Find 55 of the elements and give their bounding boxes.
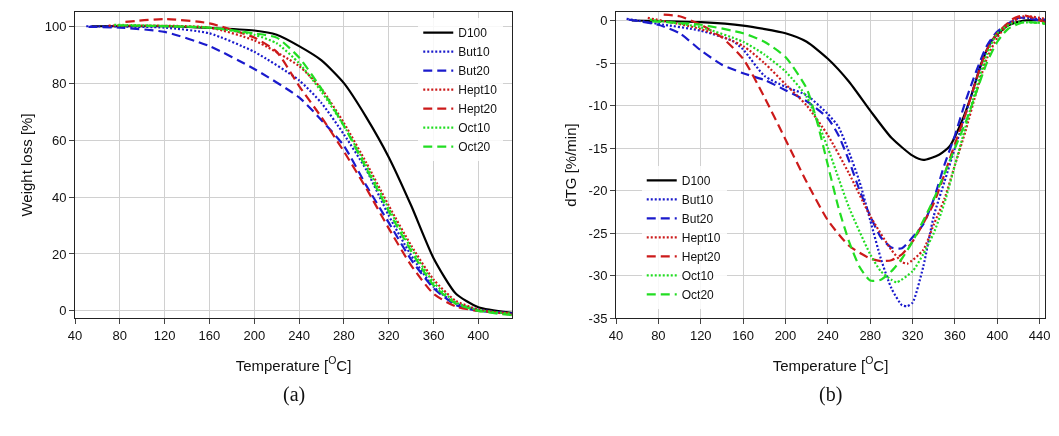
y-tick-label: 40 (51, 189, 67, 205)
y-tick-label: -35 (588, 310, 608, 326)
x-axis-title: Temperature [$^{O}$C] (772, 354, 889, 374)
x-tick-label: 200 (243, 327, 266, 343)
x-tick-label: 280 (333, 327, 355, 343)
text: (a) (283, 383, 306, 406)
x-tick-label: 360 (944, 327, 966, 343)
text: (b) (819, 383, 843, 406)
y-axis-title: dTG [%/min] (561, 123, 579, 207)
x-tick-label: 320 (901, 327, 924, 343)
y-tick-label: 0 (600, 13, 608, 29)
x-tick-label: 200 (774, 327, 797, 343)
x-tick-label: 80 (112, 327, 128, 343)
legend-label: But20 (458, 64, 490, 79)
x-tick-label: 80 (651, 327, 666, 343)
x-tick-label: 120 (689, 327, 712, 343)
y-tick-label: -5 (595, 55, 608, 71)
y-tick-label: -25 (588, 225, 608, 241)
legend-label: Hept20 (681, 250, 721, 264)
y-tick-label: 20 (51, 246, 67, 262)
y-tick-label: -10 (588, 98, 608, 114)
y-axis-title: Weight loss [%] (17, 113, 35, 217)
y-tick-label: 60 (51, 132, 67, 148)
legend-label: But10 (458, 45, 490, 60)
legend-label: Hept10 (458, 83, 498, 98)
x-tick-label: 320 (377, 327, 400, 343)
x-tick-label: 400 (986, 327, 1009, 343)
x-tick-label: 360 (422, 327, 445, 343)
y-tick-label: 0 (59, 303, 67, 319)
legend-label: Oct20 (681, 288, 715, 302)
y-tick-label: -20 (588, 183, 608, 199)
legend-label: Hept10 (681, 231, 721, 245)
x-tick-label: 240 (817, 327, 839, 343)
legend-label: But20 (681, 212, 714, 226)
x-tick-label: 240 (288, 327, 310, 343)
legend-label: Oct10 (681, 269, 715, 283)
legend-label: But10 (681, 193, 714, 207)
x-tick-label: 400 (467, 327, 490, 343)
x-tick-label: 160 (198, 327, 221, 343)
x-tick-label: 40 (608, 327, 624, 343)
x-tick-label: 280 (859, 327, 882, 343)
legend-label: Oct10 (458, 121, 491, 136)
x-tick-label: 40 (67, 327, 83, 343)
x-axis-title: Temperature [$^{O}$C] (235, 354, 352, 374)
y-tick-label: 80 (51, 75, 67, 91)
legend-label: D100 (458, 26, 488, 41)
y-tick-label: -30 (588, 268, 608, 284)
legend-label: D100 (681, 174, 711, 188)
legend-label: Oct20 (458, 140, 491, 155)
legend-label: Hept20 (458, 102, 498, 117)
x-tick-label: 160 (732, 327, 754, 343)
y-tick-label: 100 (44, 18, 67, 34)
x-tick-label: 120 (153, 327, 176, 343)
x-tick-label: 440 (1028, 327, 1051, 343)
y-tick-label: -15 (588, 140, 608, 156)
